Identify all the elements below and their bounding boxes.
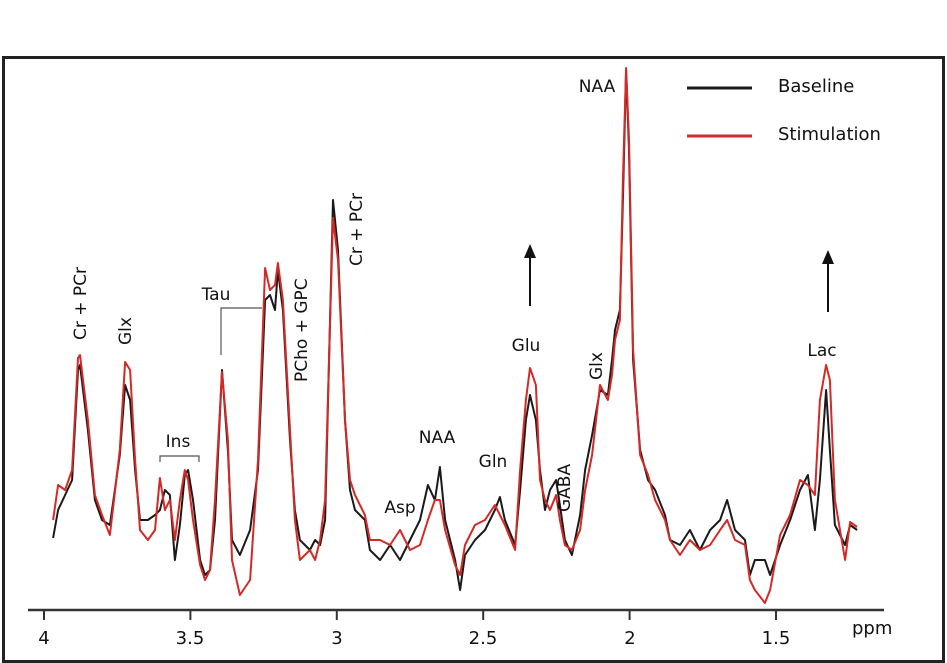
annotation-gaba: GABA	[555, 464, 575, 512]
tau-bracket	[220, 307, 262, 355]
annotation-cr-pcr: Cr + PCr	[347, 193, 367, 266]
x-tick-label: 3.5	[176, 628, 205, 649]
x-tick-label: 4	[38, 628, 49, 649]
annotation-glx: Glx	[587, 352, 607, 380]
annotation-gln: Gln	[479, 452, 508, 472]
x-axis-label: ppm	[852, 618, 892, 639]
legend-label-stimulation: Stimulation	[778, 124, 881, 145]
ins-bracket	[159, 455, 200, 462]
annotation-cr-pcr: Cr + PCr	[71, 267, 91, 340]
arrow-up-icon	[524, 244, 536, 306]
annotation-tau: Tau	[201, 285, 231, 305]
annotation-pcho-gpc: PCho + GPC	[292, 278, 312, 382]
series-line-baseline	[52, 69, 858, 591]
x-axis-ticks	[43, 610, 777, 620]
x-tick-label: 2.5	[469, 628, 498, 649]
annotation-lac: Lac	[807, 341, 836, 361]
legend-label-baseline: Baseline	[778, 76, 854, 97]
annotation-asp: Asp	[384, 498, 415, 518]
x-tick-label: 3	[331, 628, 342, 649]
series-layer	[52, 67, 858, 604]
annotation-glx: Glx	[116, 317, 136, 345]
x-tick-label: 1.5	[762, 628, 791, 649]
annotation-ins: Ins	[166, 432, 191, 452]
annotation-naa: NAA	[419, 428, 456, 448]
annotation-naa: NAA	[579, 77, 616, 97]
x-tick-label: 2	[624, 628, 635, 649]
arrow-up-icon	[822, 250, 834, 312]
chart-frame	[2, 56, 945, 663]
series-line-stimulation	[52, 67, 858, 604]
annotation-glu: Glu	[512, 336, 541, 356]
